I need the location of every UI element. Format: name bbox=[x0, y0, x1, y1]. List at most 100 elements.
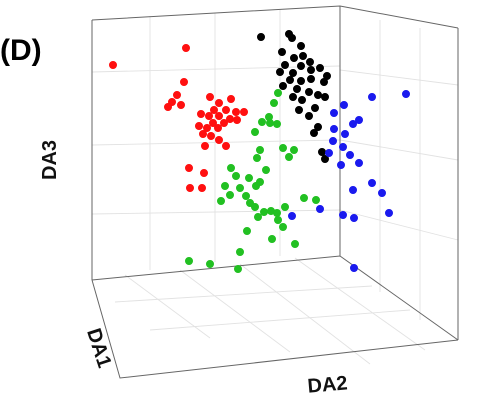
data-point bbox=[273, 89, 282, 98]
data-point bbox=[254, 213, 263, 222]
data-point bbox=[214, 124, 223, 133]
data-point bbox=[209, 119, 218, 128]
data-point bbox=[287, 212, 296, 221]
data-point bbox=[243, 227, 252, 236]
data-point bbox=[234, 264, 243, 273]
data-point bbox=[265, 119, 274, 128]
data-point bbox=[255, 146, 264, 155]
data-point bbox=[345, 151, 354, 160]
data-point bbox=[236, 248, 245, 257]
data-point bbox=[227, 95, 236, 104]
data-point bbox=[340, 130, 349, 139]
data-point bbox=[315, 205, 324, 214]
data-points bbox=[109, 29, 410, 273]
data-point bbox=[182, 43, 191, 52]
data-point bbox=[253, 154, 262, 163]
data-point bbox=[285, 76, 294, 85]
data-point bbox=[232, 172, 241, 181]
data-point bbox=[324, 149, 333, 158]
data-point bbox=[222, 142, 231, 151]
data-point bbox=[294, 106, 303, 115]
z-axis-label: DA3 bbox=[39, 140, 61, 180]
data-point bbox=[304, 88, 313, 97]
data-point bbox=[226, 191, 235, 200]
data-point bbox=[251, 203, 260, 212]
data-point bbox=[288, 93, 297, 102]
data-point bbox=[367, 179, 376, 188]
data-point bbox=[221, 182, 230, 191]
series-2 bbox=[185, 89, 320, 273]
data-point bbox=[269, 99, 278, 108]
data-point bbox=[348, 186, 357, 195]
data-point bbox=[242, 192, 251, 201]
data-point bbox=[288, 69, 297, 78]
data-point bbox=[210, 106, 219, 115]
data-point bbox=[338, 143, 347, 152]
data-point bbox=[215, 112, 224, 121]
data-point bbox=[339, 101, 348, 110]
data-point bbox=[349, 263, 358, 272]
data-point bbox=[215, 99, 224, 108]
data-point bbox=[354, 159, 363, 168]
data-point bbox=[280, 203, 289, 212]
data-point bbox=[299, 194, 308, 203]
data-point bbox=[298, 51, 307, 60]
data-point bbox=[273, 216, 282, 225]
data-point bbox=[257, 118, 266, 127]
data-point bbox=[222, 106, 231, 115]
data-point bbox=[277, 47, 286, 56]
floor-grid bbox=[114, 257, 426, 365]
series-4 bbox=[287, 90, 410, 272]
data-point bbox=[292, 85, 301, 94]
data-point bbox=[206, 93, 215, 102]
right-wall-grid bbox=[339, 20, 459, 320]
data-point bbox=[310, 104, 319, 113]
data-point bbox=[267, 235, 276, 244]
data-point bbox=[180, 78, 189, 87]
data-point bbox=[198, 184, 207, 193]
data-point bbox=[233, 116, 242, 125]
data-point bbox=[290, 240, 299, 249]
data-point bbox=[306, 66, 315, 75]
data-point bbox=[220, 119, 229, 128]
series-1 bbox=[109, 43, 249, 193]
data-point bbox=[227, 164, 236, 173]
data-point bbox=[329, 125, 338, 134]
data-point bbox=[367, 93, 376, 102]
data-point bbox=[201, 142, 210, 151]
data-point bbox=[205, 112, 214, 121]
data-point bbox=[313, 91, 322, 100]
data-point bbox=[200, 169, 209, 178]
data-point bbox=[197, 110, 206, 119]
data-point bbox=[207, 132, 216, 141]
data-point bbox=[278, 223, 287, 232]
data-point bbox=[377, 189, 386, 198]
data-point bbox=[173, 91, 182, 100]
data-point bbox=[354, 116, 363, 125]
data-point bbox=[177, 101, 186, 110]
data-point bbox=[287, 33, 296, 42]
data-point bbox=[272, 120, 281, 129]
data-point bbox=[186, 184, 195, 193]
data-point bbox=[109, 60, 118, 69]
data-point bbox=[272, 209, 281, 218]
data-point bbox=[315, 64, 324, 73]
data-point bbox=[338, 211, 347, 220]
data-point bbox=[348, 120, 357, 129]
data-point bbox=[289, 53, 298, 62]
data-point bbox=[329, 109, 338, 118]
data-point bbox=[217, 197, 226, 206]
data-point bbox=[296, 77, 305, 86]
data-point bbox=[284, 153, 293, 162]
y-axis-label: DA2 bbox=[307, 372, 349, 397]
data-point bbox=[313, 123, 322, 132]
data-point bbox=[256, 32, 265, 41]
data-point bbox=[185, 256, 194, 265]
panel-label: (D) bbox=[0, 34, 42, 67]
data-point bbox=[304, 112, 313, 121]
data-point bbox=[296, 61, 305, 70]
data-point bbox=[261, 166, 270, 175]
data-point bbox=[296, 41, 305, 50]
data-point bbox=[349, 214, 358, 223]
